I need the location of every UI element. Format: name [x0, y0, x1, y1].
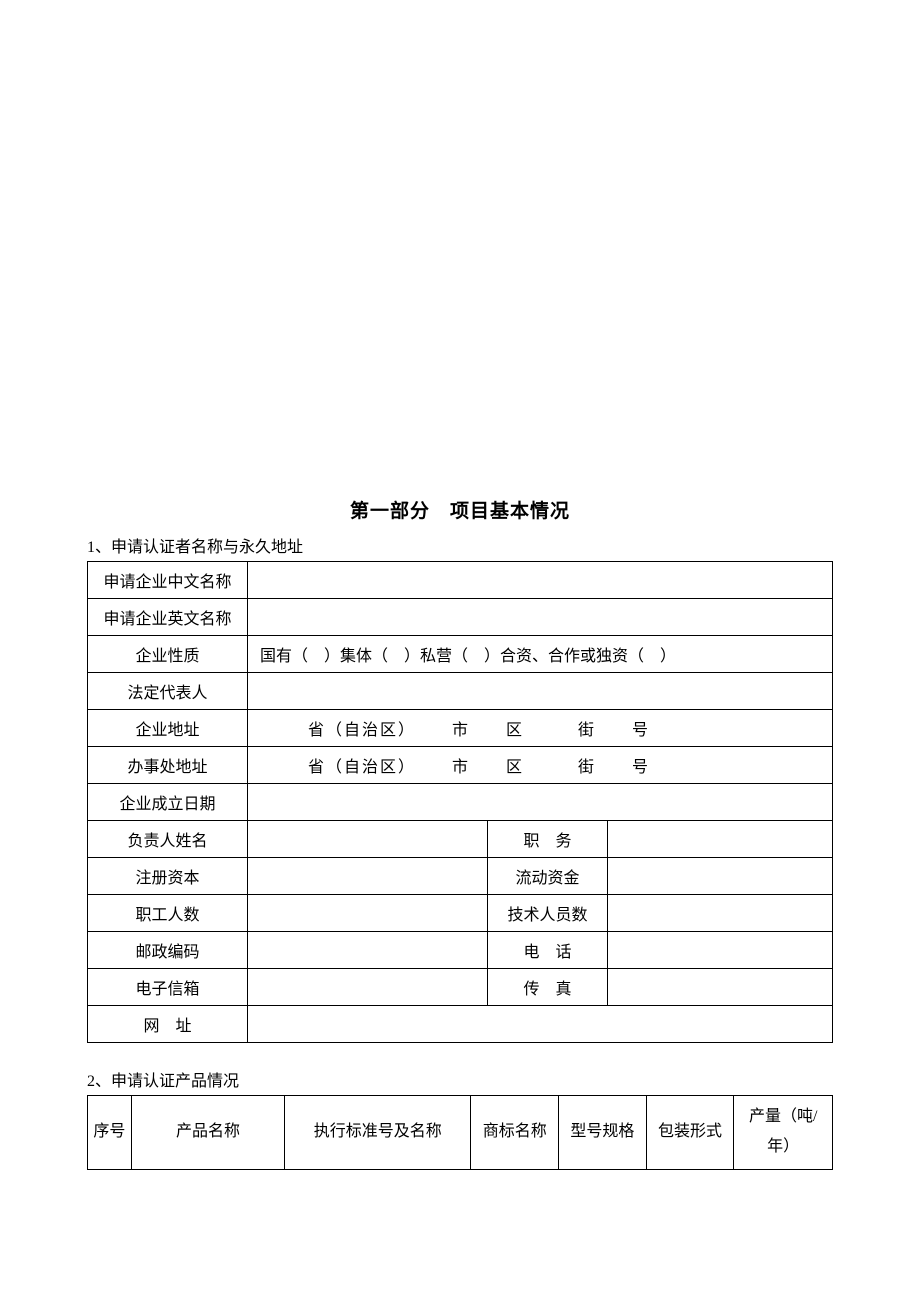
value-cn-name	[248, 562, 833, 599]
label-en-name: 申请企业英文名称	[88, 599, 248, 636]
table-row: 序号 产品名称 执行标准号及名称 商标名称 型号规格 包装形式 产量（吨/年）	[88, 1096, 833, 1170]
header-name: 产品名称	[131, 1096, 284, 1170]
value-reg-cap	[248, 858, 488, 895]
header-qty: 产量（吨/年）	[734, 1096, 833, 1170]
table-row: 注册资本 流动资金	[88, 858, 833, 895]
value-addr: 省（自治区） 市 区 街 号	[248, 710, 833, 747]
label-legal-rep: 法定代表人	[88, 673, 248, 710]
value-position	[608, 821, 833, 858]
label-office: 办事处地址	[88, 747, 248, 784]
table-row: 企业成立日期	[88, 784, 833, 821]
value-est-date	[248, 784, 833, 821]
table-row: 网 址	[88, 1006, 833, 1043]
value-office: 省（自治区） 市 区 街 号	[248, 747, 833, 784]
value-principal	[248, 821, 488, 858]
section-title: 第一部分 项目基本情况	[87, 496, 833, 523]
table-row: 邮政编码 电 话	[88, 932, 833, 969]
section2-heading: 2、申请认证产品情况	[87, 1067, 833, 1091]
table-row: 职工人数 技术人员数	[88, 895, 833, 932]
header-brand: 商标名称	[471, 1096, 559, 1170]
label-nature: 企业性质	[88, 636, 248, 673]
value-postcode	[248, 932, 488, 969]
value-phone	[608, 932, 833, 969]
label-email: 电子信箱	[88, 969, 248, 1006]
table-product-info: 序号 产品名称 执行标准号及名称 商标名称 型号规格 包装形式 产量（吨/年）	[87, 1095, 833, 1170]
value-working-cap	[608, 858, 833, 895]
label-working-cap: 流动资金	[488, 858, 608, 895]
label-est-date: 企业成立日期	[88, 784, 248, 821]
table-applicant-info: 申请企业中文名称 申请企业英文名称 企业性质 国有（ ）集体（ ）私营（ ）合资…	[87, 561, 833, 1043]
table-row: 法定代表人	[88, 673, 833, 710]
label-cn-name: 申请企业中文名称	[88, 562, 248, 599]
value-email	[248, 969, 488, 1006]
header-model: 型号规格	[559, 1096, 647, 1170]
header-pkg: 包装形式	[646, 1096, 734, 1170]
value-nature: 国有（ ）集体（ ）私营（ ）合资、合作或独资（ ）	[248, 636, 833, 673]
label-addr: 企业地址	[88, 710, 248, 747]
header-seq: 序号	[88, 1096, 132, 1170]
header-std: 执行标准号及名称	[285, 1096, 471, 1170]
label-reg-cap: 注册资本	[88, 858, 248, 895]
table-row: 负责人姓名 职 务	[88, 821, 833, 858]
table-row: 电子信箱 传 真	[88, 969, 833, 1006]
table-row: 企业地址 省（自治区） 市 区 街 号	[88, 710, 833, 747]
label-principal: 负责人姓名	[88, 821, 248, 858]
value-en-name	[248, 599, 833, 636]
label-postcode: 邮政编码	[88, 932, 248, 969]
value-fax	[608, 969, 833, 1006]
table-row: 企业性质 国有（ ）集体（ ）私营（ ）合资、合作或独资（ ）	[88, 636, 833, 673]
label-staff: 职工人数	[88, 895, 248, 932]
label-website: 网 址	[88, 1006, 248, 1043]
value-tech-staff	[608, 895, 833, 932]
value-staff	[248, 895, 488, 932]
value-website	[248, 1006, 833, 1043]
section1-heading: 1、申请认证者名称与永久地址	[87, 533, 833, 557]
table-row: 申请企业英文名称	[88, 599, 833, 636]
label-position: 职 务	[488, 821, 608, 858]
label-fax: 传 真	[488, 969, 608, 1006]
table-row: 办事处地址 省（自治区） 市 区 街 号	[88, 747, 833, 784]
table-row: 申请企业中文名称	[88, 562, 833, 599]
label-phone: 电 话	[488, 932, 608, 969]
label-tech-staff: 技术人员数	[488, 895, 608, 932]
value-legal-rep	[248, 673, 833, 710]
